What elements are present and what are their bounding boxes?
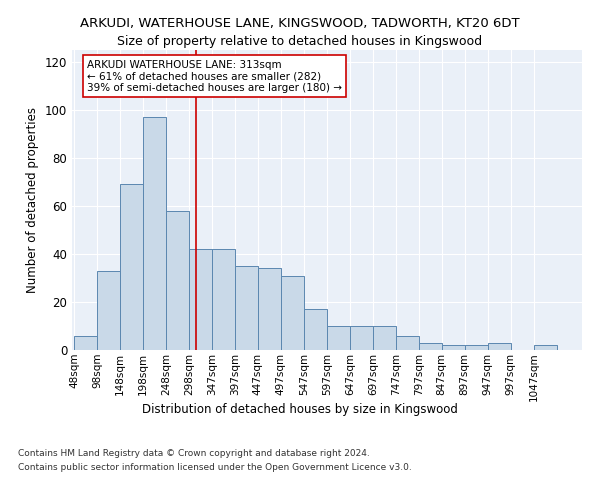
Bar <box>534 345 557 350</box>
Bar <box>166 211 189 350</box>
Bar <box>350 326 373 350</box>
Bar <box>488 343 511 350</box>
Y-axis label: Number of detached properties: Number of detached properties <box>26 107 39 293</box>
Bar <box>373 326 395 350</box>
Text: Contains HM Land Registry data © Crown copyright and database right 2024.: Contains HM Land Registry data © Crown c… <box>18 448 370 458</box>
Bar <box>304 309 326 350</box>
Text: Distribution of detached houses by size in Kingswood: Distribution of detached houses by size … <box>142 402 458 415</box>
Bar <box>74 336 97 350</box>
Bar <box>190 249 212 350</box>
Text: ARKUDI, WATERHOUSE LANE, KINGSWOOD, TADWORTH, KT20 6DT: ARKUDI, WATERHOUSE LANE, KINGSWOOD, TADW… <box>80 18 520 30</box>
Bar <box>235 266 257 350</box>
Text: Contains public sector information licensed under the Open Government Licence v3: Contains public sector information licen… <box>18 464 412 472</box>
Bar <box>143 117 166 350</box>
Text: ARKUDI WATERHOUSE LANE: 313sqm
← 61% of detached houses are smaller (282)
39% of: ARKUDI WATERHOUSE LANE: 313sqm ← 61% of … <box>87 60 342 93</box>
Bar <box>465 345 488 350</box>
Bar <box>258 268 281 350</box>
Bar <box>97 271 120 350</box>
Bar <box>442 345 464 350</box>
Bar <box>419 343 442 350</box>
Bar <box>396 336 419 350</box>
Text: Size of property relative to detached houses in Kingswood: Size of property relative to detached ho… <box>118 35 482 48</box>
Bar <box>327 326 350 350</box>
Bar <box>212 249 235 350</box>
Bar <box>281 276 304 350</box>
Bar <box>121 184 143 350</box>
